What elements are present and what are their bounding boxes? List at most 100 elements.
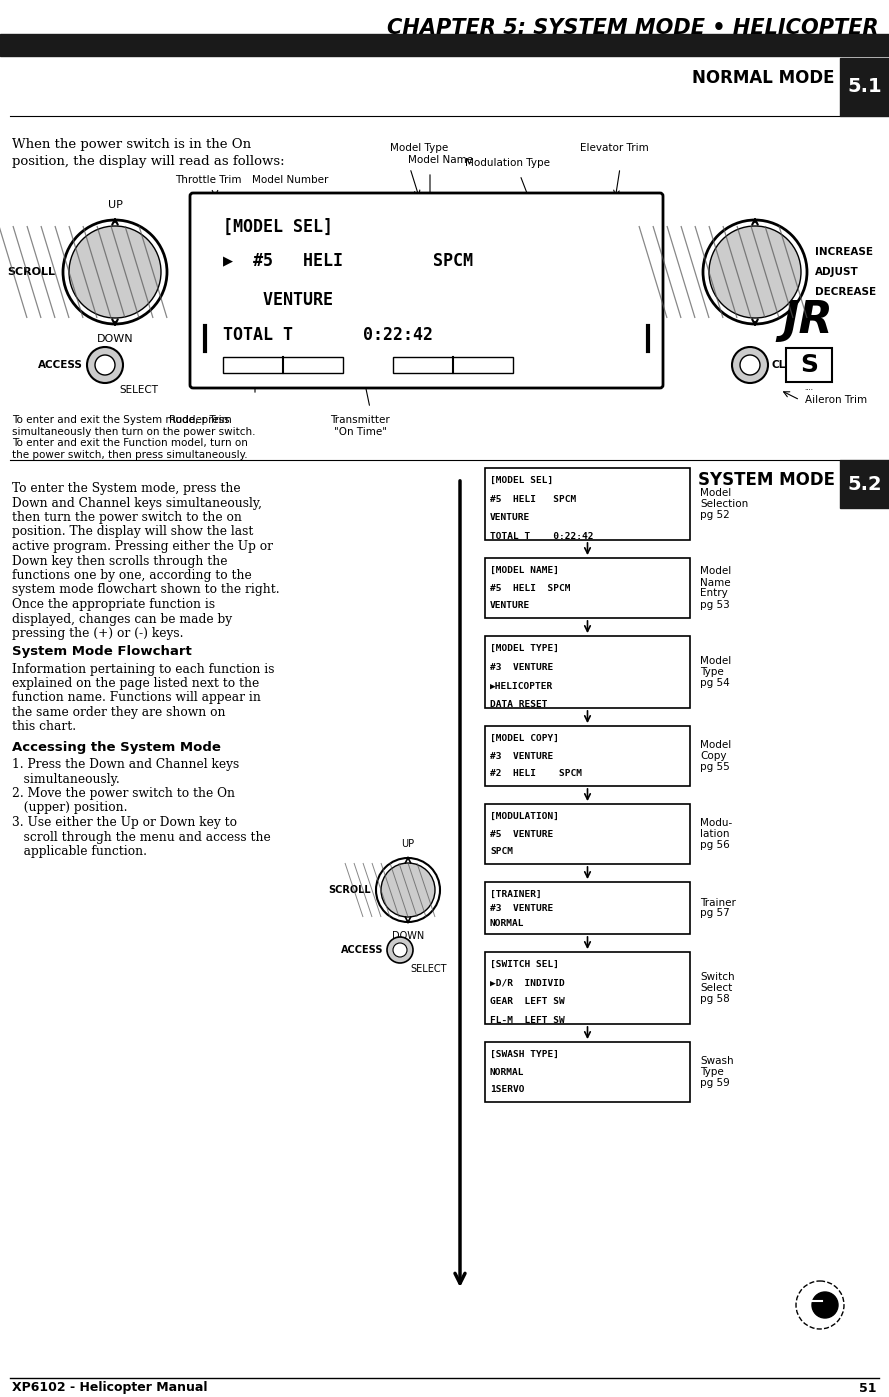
Text: 3. Use either the Up or Down key to: 3. Use either the Up or Down key to [12, 816, 237, 828]
Text: Model: Model [700, 740, 732, 750]
Text: CHAPTER 5: SYSTEM MODE • HELICOPTER: CHAPTER 5: SYSTEM MODE • HELICOPTER [388, 18, 879, 38]
Text: lation: lation [700, 828, 730, 840]
Text: [SWITCH SEL]: [SWITCH SEL] [490, 960, 559, 970]
Text: #3  VENTURE: #3 VENTURE [490, 904, 553, 914]
Text: 5.1: 5.1 [847, 77, 882, 96]
Bar [485, 805, 690, 863]
Text: DOWN: DOWN [97, 334, 133, 344]
Text: position, the display will read as follows:: position, the display will read as follo… [12, 155, 284, 168]
Text: SELECT: SELECT [119, 386, 158, 395]
Text: NORMAL: NORMAL [490, 1067, 525, 1077]
Text: To enter and exit the Function model, turn on
the power switch, then press simul: To enter and exit the Function model, tu… [12, 439, 248, 460]
Text: DOWN: DOWN [392, 930, 424, 942]
Text: 1. Press the Down and Channel keys: 1. Press the Down and Channel keys [12, 759, 239, 771]
Text: FL-M  LEFT SW: FL-M LEFT SW [490, 1016, 565, 1025]
Text: GEAR  LEFT SW: GEAR LEFT SW [490, 997, 565, 1006]
Circle shape [732, 346, 768, 383]
Text: pg 52: pg 52 [700, 510, 730, 520]
Text: Once the appropriate function is: Once the appropriate function is [12, 598, 215, 610]
Circle shape [740, 355, 760, 374]
Text: Elevator Trim: Elevator Trim [580, 142, 649, 154]
Text: JR: JR [782, 299, 833, 341]
Text: Throttle Trim: Throttle Trim [175, 175, 242, 184]
Text: ACCESS: ACCESS [340, 944, 383, 956]
Text: Accessing the System Mode: Accessing the System Mode [12, 740, 220, 754]
Circle shape [709, 226, 801, 319]
Text: UP: UP [402, 840, 414, 849]
Text: simultaneously.: simultaneously. [12, 773, 120, 785]
Text: explained on the page listed next to the: explained on the page listed next to the [12, 678, 260, 690]
Text: ▶  #5   HELI         SPCM: ▶ #5 HELI SPCM [223, 251, 473, 270]
Text: #5  HELI  SPCM: #5 HELI SPCM [490, 584, 571, 592]
Text: VENTURE: VENTURE [223, 291, 333, 309]
Text: pg 59: pg 59 [700, 1078, 730, 1088]
Text: Type: Type [700, 666, 724, 678]
Text: Modulation Type: Modulation Type [465, 158, 550, 168]
Text: [MODEL TYPE]: [MODEL TYPE] [490, 644, 559, 652]
Text: this chart.: this chart. [12, 721, 76, 733]
Text: [MODEL SEL]: [MODEL SEL] [223, 218, 333, 236]
Text: the same order they are shown on: the same order they are shown on [12, 705, 226, 719]
Text: pg 55: pg 55 [700, 761, 730, 773]
Text: Trainer: Trainer [700, 897, 736, 908]
Text: #3  VENTURE: #3 VENTURE [490, 662, 553, 672]
Text: Transmitter
"On Time": Transmitter "On Time" [330, 415, 390, 437]
Text: DATA RESET: DATA RESET [490, 700, 548, 710]
Text: applicable function.: applicable function. [12, 845, 147, 858]
Circle shape [393, 943, 407, 957]
Text: CLEAR: CLEAR [772, 360, 809, 370]
Text: When the power switch is in the On: When the power switch is in the On [12, 138, 251, 151]
Bar [485, 882, 690, 935]
Text: S: S [800, 353, 818, 377]
Text: ....: .... [805, 386, 813, 391]
Text: [MODULATION]: [MODULATION] [490, 812, 559, 821]
Text: Down and Channel keys simultaneously,: Down and Channel keys simultaneously, [12, 496, 262, 510]
Bar [485, 951, 690, 1024]
Text: (upper) position.: (upper) position. [12, 802, 127, 814]
FancyBboxPatch shape [190, 193, 663, 388]
Text: ▶D/R  INDIVID: ▶D/R INDIVID [490, 979, 565, 988]
Text: TOTAL T    0:22:42: TOTAL T 0:22:42 [490, 532, 594, 541]
Text: scroll through the menu and access the: scroll through the menu and access the [12, 830, 271, 844]
Text: Type: Type [700, 1067, 724, 1077]
Circle shape [87, 346, 123, 383]
Bar [840, 460, 889, 509]
Bar [0, 34, 889, 56]
Text: pg 58: pg 58 [700, 995, 730, 1004]
Text: position. The display will show the last: position. The display will show the last [12, 525, 253, 538]
Text: DECREASE: DECREASE [815, 286, 877, 298]
Text: 5.2: 5.2 [847, 475, 882, 493]
Text: system mode flowchart shown to the right.: system mode flowchart shown to the right… [12, 584, 280, 597]
Text: INCREASE: INCREASE [815, 247, 873, 257]
Text: Selection: Selection [700, 499, 749, 509]
Text: [MODEL NAME]: [MODEL NAME] [490, 566, 559, 576]
Text: pg 54: pg 54 [700, 678, 730, 687]
Bar [786, 348, 832, 381]
Text: SPCM: SPCM [490, 847, 513, 856]
Text: #2  HELI    SPCM: #2 HELI SPCM [490, 770, 582, 778]
Text: #3  VENTURE: #3 VENTURE [490, 752, 553, 760]
Bar [485, 1042, 690, 1102]
Text: Model: Model [700, 488, 732, 497]
Text: Select: Select [700, 983, 733, 993]
Text: active program. Pressing either the Up or: active program. Pressing either the Up o… [12, 541, 273, 553]
Text: Rudder Trim: Rudder Trim [169, 415, 231, 425]
Text: Switch: Switch [700, 972, 734, 982]
Text: pressing the (+) or (-) keys.: pressing the (+) or (-) keys. [12, 627, 183, 640]
Circle shape [69, 226, 161, 319]
Text: Down key then scrolls through the: Down key then scrolls through the [12, 555, 228, 567]
Text: Model Name: Model Name [408, 155, 473, 165]
Text: 1SERVO: 1SERVO [490, 1085, 525, 1094]
Bar [485, 468, 690, 541]
Text: Model Number: Model Number [252, 175, 328, 184]
Text: displayed, changes can be made by: displayed, changes can be made by [12, 612, 232, 626]
Text: [MODEL SEL]: [MODEL SEL] [490, 476, 553, 485]
Text: XP6102 - Helicopter Manual: XP6102 - Helicopter Manual [12, 1382, 207, 1394]
Text: Swash: Swash [700, 1056, 733, 1066]
Text: #5  HELI   SPCM: #5 HELI SPCM [490, 495, 576, 504]
Text: 2. Move the power switch to the On: 2. Move the power switch to the On [12, 787, 235, 800]
Text: [SWASH TYPE]: [SWASH TYPE] [490, 1051, 559, 1059]
Text: Model: Model [700, 657, 732, 666]
Text: then turn the power switch to the on: then turn the power switch to the on [12, 511, 242, 524]
Text: Copy: Copy [700, 752, 726, 761]
